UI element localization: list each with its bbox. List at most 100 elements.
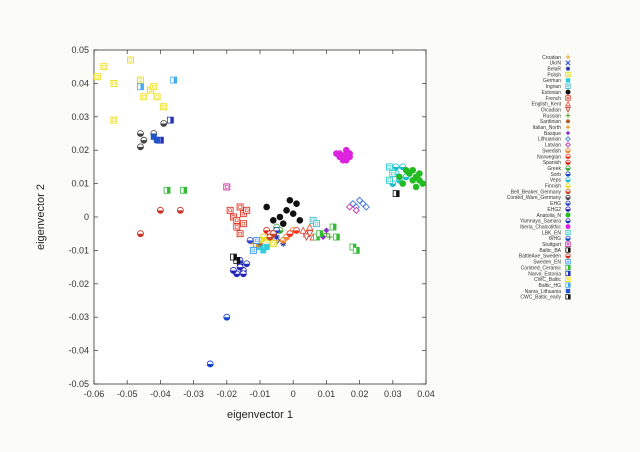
legend-label: EHG2 (547, 207, 561, 213)
data-point (180, 186, 188, 194)
legend-marker (565, 165, 571, 171)
data-point (153, 93, 161, 101)
data-point (160, 120, 168, 127)
series-estonian (263, 197, 304, 227)
data-point (362, 203, 370, 211)
legend-marker (565, 177, 571, 183)
legend-label: Basque (544, 131, 561, 137)
axis-ticks: -0.06 -0.05 -0.04 -0.03 -0.02 -0.01 0 0.01 0.02 0… (68, 45, 434, 399)
legend-marker (565, 183, 571, 189)
legend-marker (565, 148, 571, 154)
legend-marker (565, 235, 571, 241)
data-point (137, 143, 144, 151)
series-baltic-hg (137, 76, 178, 91)
x-tick-label: 0.04 (417, 389, 435, 399)
legend-marker (565, 224, 571, 230)
data-point (263, 203, 270, 211)
data-point (163, 186, 171, 194)
legend-marker (565, 60, 571, 66)
data-point (93, 73, 101, 81)
data-point (269, 217, 277, 224)
data-point (346, 203, 354, 211)
data-point (326, 234, 333, 241)
data-point (286, 230, 294, 238)
data-point (312, 220, 320, 228)
legend-marker (565, 253, 571, 259)
data-point (223, 183, 231, 191)
y-axis-title: eigenvector 2 (35, 184, 47, 250)
legend-label: French (545, 96, 561, 102)
series-iberia-chalcolithic (333, 146, 353, 164)
data-point (137, 83, 144, 91)
data-point (150, 83, 158, 91)
legend-marker (565, 206, 571, 212)
data-point (170, 76, 178, 84)
legend-marker (565, 71, 571, 78)
data-point (110, 79, 118, 87)
series-french (226, 203, 251, 238)
legend-label: German (543, 78, 561, 84)
data-point (289, 210, 297, 217)
data-point (399, 180, 407, 187)
y-tick-label: -0.05 (68, 379, 89, 389)
data-point (259, 233, 267, 241)
legend-marker (565, 136, 571, 142)
legend-marker (565, 276, 571, 282)
data-point (293, 200, 300, 207)
data-point (140, 93, 148, 101)
y-tick-label: 0.02 (71, 145, 89, 155)
data-points (93, 56, 426, 368)
data-point (233, 216, 241, 224)
legend-label: English_Kent (532, 102, 562, 108)
legend-marker (565, 100, 571, 107)
y-tick-label: -0.01 (68, 245, 89, 255)
data-point (166, 116, 174, 124)
data-point (416, 170, 423, 177)
series-norwegian (286, 226, 300, 238)
legend-label: Anatolia_N (537, 213, 562, 219)
legend-label: Finnish (545, 184, 561, 190)
legend-label: Greek (547, 166, 561, 172)
legend-label: CWC_Baltic_early (520, 295, 561, 301)
series-narva-lithuania (150, 133, 161, 144)
legend-marker (565, 259, 571, 265)
data-point (154, 137, 161, 144)
data-point (293, 226, 300, 234)
legend-label: Combed_Ceramic (521, 265, 562, 271)
x-tick-label: 0 (291, 389, 296, 399)
y-tick-label: 0.05 (71, 45, 89, 55)
legend-marker (565, 83, 571, 89)
legend-marker (565, 200, 571, 206)
legend-marker (565, 188, 571, 195)
data-point (239, 270, 247, 278)
legend-label: Bell_Beaker_Germany (511, 189, 562, 195)
x-tick-label: -0.06 (84, 389, 105, 399)
x-tick-label: 0.02 (351, 389, 369, 399)
x-tick-label: -0.04 (150, 389, 171, 399)
data-point (137, 130, 144, 137)
data-point (299, 226, 307, 234)
x-tick-label: -0.03 (183, 389, 204, 399)
data-point (137, 76, 144, 84)
legend-label: Stuttgart (542, 242, 562, 248)
series-stuttgart (223, 183, 231, 191)
series-sweden-en (249, 236, 261, 254)
legend-marker (565, 159, 571, 165)
data-point (243, 206, 251, 214)
y-tick-label: 0 (84, 212, 89, 222)
y-tick-label: -0.03 (68, 312, 89, 322)
legend-marker (565, 54, 571, 60)
legend-marker (565, 294, 571, 300)
legend-marker (565, 247, 571, 253)
series-russian (323, 230, 333, 241)
y-tick-label: 0.04 (71, 78, 89, 88)
data-point (257, 244, 263, 251)
x-tick-label: -0.05 (117, 389, 138, 399)
series-cwc-baltic-early (230, 253, 237, 261)
series-orcadian (302, 230, 314, 242)
legend-marker (565, 125, 571, 130)
legend-marker (565, 89, 571, 95)
legend-label: Italian_North (533, 125, 562, 131)
legend-label: Lithuanian (538, 137, 561, 143)
data-point (156, 206, 164, 214)
